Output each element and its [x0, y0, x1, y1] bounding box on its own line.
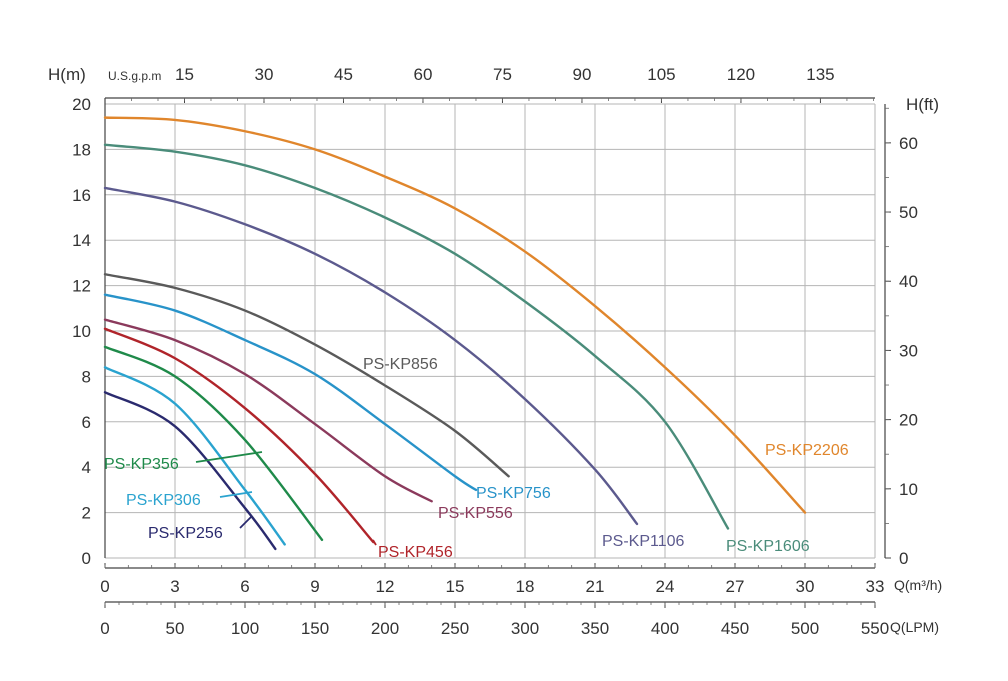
y-tick-label-ft: 20	[899, 411, 918, 430]
x-tick-label-lpm: 450	[721, 619, 749, 638]
labels: PS-KP256 PS-KP306 PS-KP356 PS-KP456 PS-KP556…	[104, 356, 849, 561]
y-tick-label-m: 16	[72, 186, 91, 205]
y-tick-label-ft: 0	[899, 549, 908, 568]
x-tick-label-m3h: 33	[866, 577, 885, 596]
label-ps-kp356: PS-KP356	[104, 456, 179, 473]
curve-ps-kp1606	[103, 143, 730, 530]
curve-ps-kp456	[103, 327, 375, 544]
x-tick-label-lpm: 350	[581, 619, 609, 638]
y-axis-label-ft: H(ft)	[906, 95, 939, 114]
x-tick-label-m3h: 9	[310, 577, 319, 596]
leader-ps-kp456	[372, 539, 377, 546]
curve-ps-kp356	[103, 345, 324, 542]
x-axis-top-label: U.S.g.p.m	[108, 69, 161, 83]
label-ps-kp756: PS-KP756	[476, 485, 551, 502]
x-tick-label-lpm: 250	[441, 619, 469, 638]
series	[103, 116, 807, 551]
label-ps-kp1606: PS-KP1606	[726, 538, 810, 555]
curve-ps-kp756	[103, 293, 478, 492]
x-tick-label-m3h: 3	[170, 577, 179, 596]
x-tick-label-gpm: 60	[414, 65, 433, 84]
x-tick-label-gpm: 105	[647, 65, 675, 84]
x-tick-label-gpm: 75	[493, 65, 512, 84]
y-tick-label-m: 8	[82, 367, 91, 386]
y-tick-label-m: 18	[72, 140, 91, 159]
label-ps-kp856: PS-KP856	[363, 356, 438, 373]
x-tick-label-lpm: 300	[511, 619, 539, 638]
x-tick-label-lpm: 50	[166, 619, 185, 638]
curve-ps-kp2206	[103, 116, 807, 514]
x-tick-label-lpm: 100	[231, 619, 259, 638]
y-tick-label-m: 2	[82, 504, 91, 523]
y-tick-label-ft: 30	[899, 341, 918, 360]
y-axis-label-m: H(m)	[48, 65, 86, 84]
x-tick-label-m3h: 30	[796, 577, 815, 596]
label-ps-kp456: PS-KP456	[378, 544, 453, 561]
x-tick-label-gpm: 120	[727, 65, 755, 84]
curve-ps-kp856	[103, 273, 510, 478]
y-tick-label-m: 6	[82, 413, 91, 432]
x-tick-label-m3h: 6	[240, 577, 249, 596]
x-tick-label-lpm: 550	[861, 619, 889, 638]
x-tick-label-m3h: 15	[446, 577, 465, 596]
x-tick-label-lpm: 150	[301, 619, 329, 638]
y-tick-label-m: 20	[72, 95, 91, 114]
x-tick-label-m3h: 21	[586, 577, 605, 596]
y-tick-label-ft: 50	[899, 203, 918, 222]
x-tick-label-gpm: 15	[175, 65, 194, 84]
leader-ps-kp256	[239, 515, 253, 529]
y-tick-label-ft: 10	[899, 480, 918, 499]
x-tick-label-m3h: 0	[100, 577, 109, 596]
x-tick-label-lpm: 400	[651, 619, 679, 638]
y-tick-label-ft: 60	[899, 134, 918, 153]
curve-ps-kp256	[103, 391, 277, 551]
x-tick-label-m3h: 27	[726, 577, 745, 596]
x-axis-label-lpm: Q(LPM)	[890, 619, 939, 635]
x-tick-label-m3h: 18	[516, 577, 535, 596]
x-tick-label-gpm: 135	[806, 65, 834, 84]
y-tick-label-m: 4	[82, 458, 91, 477]
y-tick-label-ft: 40	[899, 272, 918, 291]
x-tick-label-m3h: 12	[376, 577, 395, 596]
x-tick-label-gpm: 30	[255, 65, 274, 84]
x-tick-label-lpm: 0	[100, 619, 109, 638]
y-tick-label-m: 12	[72, 277, 91, 296]
label-ps-kp556: PS-KP556	[438, 505, 513, 522]
x-axis-label-m3h: Q(m³/h)	[894, 577, 942, 593]
leader-ps-kp356	[195, 451, 263, 463]
label-ps-kp306: PS-KP306	[126, 492, 201, 509]
curve-ps-kp556	[103, 318, 433, 503]
label-ps-kp256: PS-KP256	[148, 525, 223, 542]
y-tick-label-m: 0	[82, 549, 91, 568]
y-tick-label-m: 10	[72, 322, 91, 341]
curve-ps-kp306	[103, 366, 286, 546]
x-tick-label-gpm: 45	[334, 65, 353, 84]
leader-ps-kp306	[219, 491, 253, 498]
label-ps-kp1106: PS-KP1106	[602, 533, 685, 550]
y-tick-label-m: 14	[72, 231, 91, 250]
x-tick-label-lpm: 200	[371, 619, 399, 638]
curve-ps-kp1106	[103, 186, 639, 526]
label-ps-kp2206: PS-KP2206	[765, 442, 849, 459]
x-tick-label-lpm: 500	[791, 619, 819, 638]
x-tick-label-m3h: 24	[656, 577, 675, 596]
x-tick-label-gpm: 90	[572, 65, 591, 84]
